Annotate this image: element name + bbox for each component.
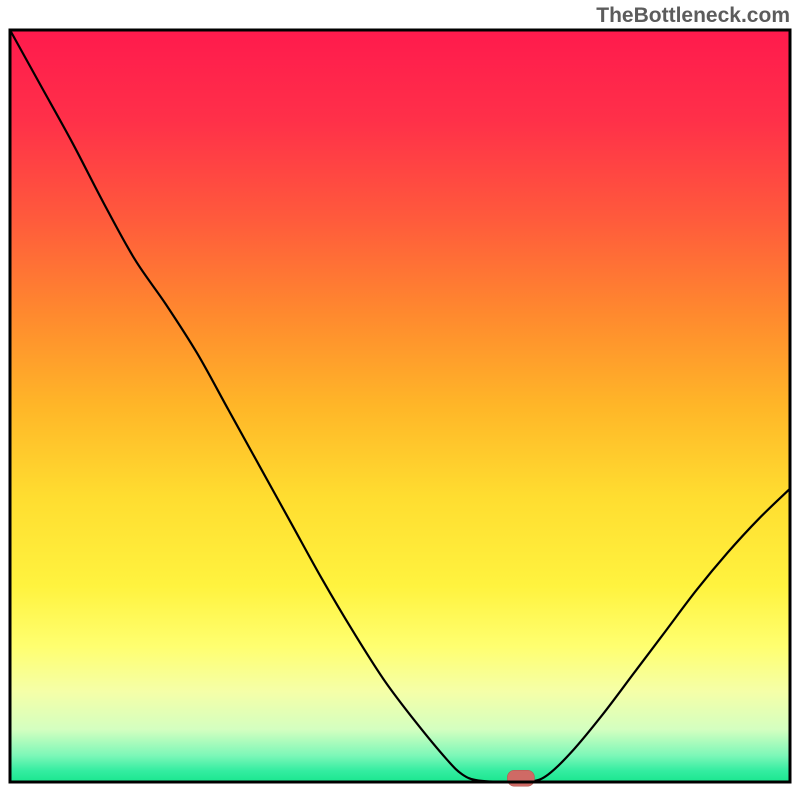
chart-svg <box>0 0 800 800</box>
optimal-marker <box>507 770 534 786</box>
bottleneck-curve-chart <box>0 0 800 800</box>
chart-background <box>10 30 790 782</box>
